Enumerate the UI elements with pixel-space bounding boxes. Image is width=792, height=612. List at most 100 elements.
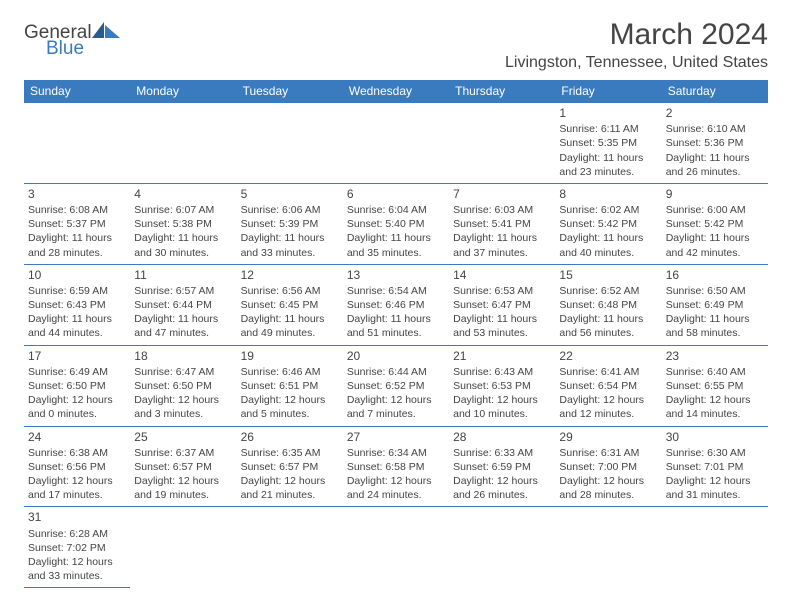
title-block: March 2024 Livingston, Tennessee, United…: [505, 18, 768, 72]
sunrise-text: Sunrise: 6:38 AM: [28, 446, 126, 460]
day-number: 25: [134, 429, 232, 445]
calendar-cell: 19Sunrise: 6:46 AMSunset: 6:51 PMDayligh…: [237, 345, 343, 426]
sunset-text: Sunset: 7:01 PM: [666, 460, 764, 474]
day-number: 30: [666, 429, 764, 445]
sunset-text: Sunset: 6:46 PM: [347, 298, 445, 312]
sunset-text: Sunset: 6:44 PM: [134, 298, 232, 312]
sunset-text: Sunset: 6:56 PM: [28, 460, 126, 474]
calendar-cell: 11Sunrise: 6:57 AMSunset: 6:44 PMDayligh…: [130, 264, 236, 345]
calendar-row: 1Sunrise: 6:11 AMSunset: 5:35 PMDaylight…: [24, 103, 768, 184]
day-number: 23: [666, 348, 764, 364]
daylight-text: Daylight: 11 hours and 56 minutes.: [559, 312, 657, 340]
daylight-text: Daylight: 11 hours and 33 minutes.: [241, 231, 339, 259]
daylight-text: Daylight: 11 hours and 47 minutes.: [134, 312, 232, 340]
sunset-text: Sunset: 5:42 PM: [559, 217, 657, 231]
calendar-cell: 28Sunrise: 6:33 AMSunset: 6:59 PMDayligh…: [449, 426, 555, 507]
sunrise-text: Sunrise: 6:08 AM: [28, 203, 126, 217]
sunrise-text: Sunrise: 6:52 AM: [559, 284, 657, 298]
calendar-cell: 1Sunrise: 6:11 AMSunset: 5:35 PMDaylight…: [555, 103, 661, 184]
sunrise-text: Sunrise: 6:02 AM: [559, 203, 657, 217]
sunset-text: Sunset: 6:57 PM: [134, 460, 232, 474]
sunrise-text: Sunrise: 6:57 AM: [134, 284, 232, 298]
sunrise-text: Sunrise: 6:33 AM: [453, 446, 551, 460]
day-number: 12: [241, 267, 339, 283]
sunset-text: Sunset: 5:39 PM: [241, 217, 339, 231]
day-number: 13: [347, 267, 445, 283]
sunrise-text: Sunrise: 6:59 AM: [28, 284, 126, 298]
sunrise-text: Sunrise: 6:54 AM: [347, 284, 445, 298]
day-number: 7: [453, 186, 551, 202]
calendar-cell: [555, 507, 661, 588]
day-number: 3: [28, 186, 126, 202]
location-text: Livingston, Tennessee, United States: [505, 54, 768, 72]
sunset-text: Sunset: 5:35 PM: [559, 136, 657, 150]
daylight-text: Daylight: 12 hours and 12 minutes.: [559, 393, 657, 421]
day-number: 19: [241, 348, 339, 364]
day-number: 14: [453, 267, 551, 283]
sunrise-text: Sunrise: 6:04 AM: [347, 203, 445, 217]
sunrise-text: Sunrise: 6:06 AM: [241, 203, 339, 217]
logo-text-blue: Blue: [46, 38, 84, 59]
calendar-cell: [237, 507, 343, 588]
calendar-cell: 10Sunrise: 6:59 AMSunset: 6:43 PMDayligh…: [24, 264, 130, 345]
calendar-cell: [343, 103, 449, 184]
sunset-text: Sunset: 5:38 PM: [134, 217, 232, 231]
calendar-cell: 9Sunrise: 6:00 AMSunset: 5:42 PMDaylight…: [662, 183, 768, 264]
day-number: 27: [347, 429, 445, 445]
day-number: 8: [559, 186, 657, 202]
sunrise-text: Sunrise: 6:49 AM: [28, 365, 126, 379]
daylight-text: Daylight: 12 hours and 31 minutes.: [666, 474, 764, 502]
calendar-table: Sunday Monday Tuesday Wednesday Thursday…: [24, 80, 768, 588]
daylight-text: Daylight: 11 hours and 49 minutes.: [241, 312, 339, 340]
weekday-header-row: Sunday Monday Tuesday Wednesday Thursday…: [24, 80, 768, 103]
day-number: 20: [347, 348, 445, 364]
daylight-text: Daylight: 12 hours and 24 minutes.: [347, 474, 445, 502]
day-number: 24: [28, 429, 126, 445]
daylight-text: Daylight: 12 hours and 26 minutes.: [453, 474, 551, 502]
logo: General Blue: [24, 22, 120, 60]
sunrise-text: Sunrise: 6:37 AM: [134, 446, 232, 460]
sunset-text: Sunset: 5:40 PM: [347, 217, 445, 231]
sunset-text: Sunset: 5:36 PM: [666, 136, 764, 150]
calendar-cell: [449, 507, 555, 588]
calendar-cell: 30Sunrise: 6:30 AMSunset: 7:01 PMDayligh…: [662, 426, 768, 507]
day-number: 28: [453, 429, 551, 445]
daylight-text: Daylight: 12 hours and 28 minutes.: [559, 474, 657, 502]
day-number: 17: [28, 348, 126, 364]
sunrise-text: Sunrise: 6:43 AM: [453, 365, 551, 379]
weekday-header: Monday: [130, 80, 236, 103]
daylight-text: Daylight: 12 hours and 10 minutes.: [453, 393, 551, 421]
calendar-row: 3Sunrise: 6:08 AMSunset: 5:37 PM Daylight…: [24, 183, 768, 264]
daylight-text: Daylight: 11 hours and 51 minutes.: [347, 312, 445, 340]
day-number: 1: [559, 105, 657, 121]
daylight-text: Daylight: 11 hours and 42 minutes.: [666, 231, 764, 259]
sunset-text: Sunset: 6:45 PM: [241, 298, 339, 312]
calendar-cell: [130, 507, 236, 588]
sunrise-text: Sunrise: 6:07 AM: [134, 203, 232, 217]
calendar-cell: 15Sunrise: 6:52 AMSunset: 6:48 PMDayligh…: [555, 264, 661, 345]
sunset-text: Sunset: 6:43 PM: [28, 298, 126, 312]
weekday-header: Saturday: [662, 80, 768, 103]
calendar-row: 24Sunrise: 6:38 AMSunset: 6:56 PM Dayligh…: [24, 426, 768, 507]
sunset-text: Sunset: 5:37 PM: [28, 217, 126, 231]
sunset-text: Sunset: 6:50 PM: [28, 379, 126, 393]
day-number: 9: [666, 186, 764, 202]
sunrise-text: Sunrise: 6:00 AM: [666, 203, 764, 217]
calendar-cell: 6Sunrise: 6:04 AMSunset: 5:40 PMDaylight…: [343, 183, 449, 264]
day-number: 6: [347, 186, 445, 202]
calendar-cell: 4Sunrise: 6:07 AMSunset: 5:38 PMDaylight…: [130, 183, 236, 264]
calendar-cell: 17Sunrise: 6:49 AMSunset: 6:50 PMDayligh…: [24, 345, 130, 426]
sunset-text: Sunset: 6:57 PM: [241, 460, 339, 474]
day-number: 10: [28, 267, 126, 283]
calendar-cell: 27Sunrise: 6:34 AMSunset: 6:58 PMDayligh…: [343, 426, 449, 507]
day-number: 26: [241, 429, 339, 445]
day-number: 5: [241, 186, 339, 202]
sunrise-text: Sunrise: 6:50 AM: [666, 284, 764, 298]
weekday-header: Wednesday: [343, 80, 449, 103]
calendar-cell: 14Sunrise: 6:53 AMSunset: 6:47 PMDayligh…: [449, 264, 555, 345]
sunrise-text: Sunrise: 6:47 AM: [134, 365, 232, 379]
daylight-text: Daylight: 11 hours and 23 minutes.: [559, 151, 657, 179]
sunrise-text: Sunrise: 6:34 AM: [347, 446, 445, 460]
calendar-cell: 12Sunrise: 6:56 AMSunset: 6:45 PMDayligh…: [237, 264, 343, 345]
sunset-text: Sunset: 6:50 PM: [134, 379, 232, 393]
